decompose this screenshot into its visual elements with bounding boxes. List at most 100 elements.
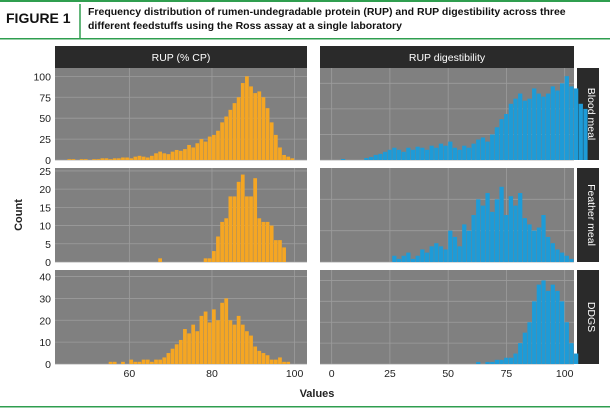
y-tick-label: 0 bbox=[45, 359, 51, 371]
y-tick-label: 10 bbox=[39, 337, 51, 349]
histogram-bar bbox=[508, 103, 514, 160]
histogram-bar bbox=[207, 136, 212, 160]
histogram-bar bbox=[578, 103, 583, 160]
histogram-bar bbox=[457, 246, 462, 262]
histogram-bar bbox=[471, 215, 476, 262]
histogram-bar bbox=[228, 109, 233, 160]
histogram-bar bbox=[112, 158, 117, 160]
histogram-bar bbox=[195, 331, 200, 364]
histogram-bar bbox=[245, 76, 249, 160]
histogram-bar bbox=[527, 224, 532, 262]
histogram-bar bbox=[560, 301, 565, 364]
histogram-bar bbox=[150, 361, 154, 364]
histogram-bar bbox=[378, 153, 383, 160]
histogram-bar bbox=[261, 97, 266, 160]
histogram-bar bbox=[273, 240, 278, 262]
histogram-bar bbox=[434, 243, 439, 262]
histogram-bar bbox=[508, 357, 514, 364]
histogram-bar bbox=[387, 149, 392, 160]
histogram-bar bbox=[211, 251, 216, 262]
histogram-bar bbox=[574, 353, 579, 364]
histogram-bar bbox=[104, 158, 109, 160]
histogram-bar bbox=[170, 348, 175, 364]
histogram-bar bbox=[265, 221, 270, 262]
caption-line-1: Frequency distribution of rumen-undegrad… bbox=[88, 6, 566, 18]
histogram-bar bbox=[476, 139, 481, 160]
y-tick-label: 50 bbox=[39, 113, 51, 125]
histogram-bar bbox=[257, 350, 262, 364]
histogram-bar bbox=[532, 88, 537, 160]
histogram-bar bbox=[273, 359, 278, 364]
histogram-bar bbox=[245, 331, 249, 364]
histogram-bar bbox=[183, 329, 187, 364]
histogram-bar bbox=[536, 227, 541, 262]
histogram-bar bbox=[438, 143, 444, 160]
caption-line-2: different feedstuffs using the Ross assa… bbox=[88, 20, 402, 32]
histogram-bar bbox=[541, 96, 546, 160]
histogram-bar bbox=[228, 196, 233, 262]
histogram-bar bbox=[290, 158, 295, 160]
histogram-bar bbox=[261, 221, 266, 262]
histogram-bar bbox=[550, 284, 555, 364]
histogram-bar bbox=[574, 88, 579, 160]
histogram-bar bbox=[216, 130, 220, 160]
histogram-bar bbox=[203, 311, 208, 364]
histogram-bar bbox=[527, 98, 532, 160]
histogram-bar bbox=[145, 359, 150, 364]
histogram-bar bbox=[129, 158, 134, 160]
histogram-bar bbox=[536, 284, 541, 364]
histogram-bar bbox=[108, 159, 113, 160]
top-rule bbox=[0, 0, 610, 2]
histogram-bar bbox=[471, 143, 476, 160]
histogram-bar bbox=[224, 218, 229, 262]
histogram-bar bbox=[191, 324, 196, 364]
histogram-bar bbox=[513, 205, 518, 262]
histogram-bar bbox=[133, 156, 138, 160]
histogram-bar bbox=[401, 255, 406, 262]
histogram-bar bbox=[494, 127, 500, 160]
histogram-bar bbox=[245, 196, 249, 262]
histogram-bar bbox=[199, 315, 204, 364]
histogram-bar bbox=[145, 157, 150, 160]
histogram-bar bbox=[457, 149, 462, 160]
histogram-bar bbox=[415, 146, 420, 160]
strip-row-blood-meal-label: Blood meal bbox=[585, 88, 597, 141]
histogram-bar bbox=[522, 100, 527, 160]
histogram-bar bbox=[410, 149, 416, 160]
strip-col-digestibility bbox=[320, 46, 574, 68]
histogram-bar bbox=[434, 147, 439, 160]
histogram-bar bbox=[269, 225, 274, 262]
x-tick-label: 100 bbox=[556, 368, 574, 380]
histogram-bar bbox=[476, 361, 481, 364]
histogram-bar bbox=[518, 93, 523, 160]
histogram-bar bbox=[178, 339, 183, 364]
histogram-bar bbox=[67, 159, 72, 160]
strip-row-ddgs-label: DDGS bbox=[585, 302, 597, 332]
y-tick-label: 25 bbox=[39, 166, 51, 178]
histogram-bar bbox=[392, 147, 397, 160]
histogram-bar bbox=[253, 93, 258, 160]
histogram-bar bbox=[273, 134, 278, 160]
histogram-bar bbox=[162, 153, 167, 160]
histogram-bar bbox=[518, 193, 523, 262]
histogram-bar bbox=[141, 359, 146, 364]
strip-col-rup bbox=[55, 46, 307, 68]
histogram-bar bbox=[564, 322, 569, 364]
histogram-bar bbox=[555, 290, 560, 364]
histogram-bar bbox=[240, 174, 245, 262]
histogram-bar bbox=[282, 154, 286, 160]
strip-row-feather-meal bbox=[577, 168, 599, 262]
histogram-bar bbox=[550, 86, 555, 160]
y-axis-title: Count bbox=[13, 199, 25, 231]
y-tick-label: 40 bbox=[39, 272, 51, 284]
histogram-bar bbox=[504, 357, 509, 364]
histogram-bar bbox=[499, 119, 504, 160]
histogram-bar bbox=[249, 335, 253, 364]
histogram-bar bbox=[150, 155, 154, 160]
x-tick-label: 0 bbox=[329, 368, 335, 380]
histogram-bar bbox=[170, 151, 175, 160]
histogram-bar bbox=[121, 157, 125, 160]
histogram-bar bbox=[232, 103, 237, 160]
histogram-bar bbox=[203, 141, 208, 160]
